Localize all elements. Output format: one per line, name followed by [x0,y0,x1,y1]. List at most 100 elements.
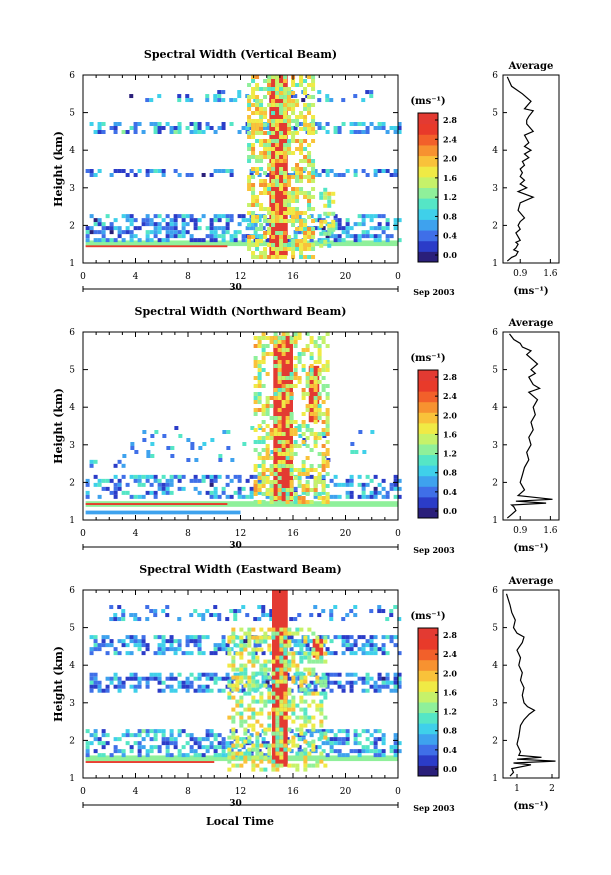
heatmap-cell [251,255,256,259]
heatmap-cell [201,238,206,243]
heatmap-cell [377,672,382,677]
heatmap-cell [97,647,102,652]
heatmap-cell [253,344,258,348]
heatmap-cell [250,426,255,430]
heatmap-cell [295,243,300,247]
heatmap-cell [259,627,264,632]
heatmap-cell [161,737,166,742]
heatmap-cell [109,222,114,227]
heatmap-cell [321,432,326,436]
colorbar-swatch [418,230,438,242]
heatmap-cell [305,492,310,496]
heatmap-cell [247,235,252,239]
heatmap-cell [169,639,174,644]
heatmap-cell [209,494,214,499]
heatmap-cell [239,715,244,720]
heatmap-cell [253,230,258,235]
heatmap-cell [141,729,146,734]
heatmap-cell [393,222,398,227]
heatmap-cell [293,420,298,424]
heatmap-cell [303,195,308,199]
heatmap-cell [269,617,274,622]
heatmap-cell [255,127,260,131]
heatmap-cell [241,214,246,219]
heatmap-cell [321,400,326,404]
heatmap-cell [205,688,210,693]
heatmap-cell [231,639,236,644]
heatmap-cell [93,238,98,243]
heatmap-cell [291,739,296,744]
heatmap-cell [393,688,398,693]
heatmap-cell [377,122,382,126]
heatmap-cell [149,737,154,742]
heatmap-cell [279,151,284,155]
heatmap-cell [293,500,298,504]
heatmap-cell [189,234,194,239]
heatmap-cell [229,749,234,754]
heatmap-cell [311,163,316,167]
heatmap-cell [365,234,370,239]
heatmap-cell [283,111,288,115]
heatmap-cell [275,175,280,179]
heatmap-cell [349,672,354,677]
heatmap-cell [265,494,270,499]
heatmap-cell [255,155,260,159]
heatmap-cell [349,122,354,126]
heatmap-cell [181,226,186,231]
heatmap-cell [365,130,370,134]
heatmap-cell [277,496,282,500]
heatmap-cell [317,122,322,126]
heatmap-cell [153,745,158,750]
heatmap-cell [157,94,162,99]
heatmap-cell [221,688,226,693]
heatmap-cell [323,651,328,656]
heatmap-cell [277,392,282,396]
heatmap-cell [323,639,328,644]
heatmap-cell [293,639,298,644]
heatmap-cell [369,684,374,689]
heatmap-cell [329,741,334,746]
heatmap-cell [257,214,262,219]
heatmap-cell [365,749,370,754]
heatmap-cell [279,627,284,632]
heatmap-cell [247,639,252,644]
heatmap-cell [105,486,110,491]
y-tick-label: 2 [69,478,75,488]
heatmap-cell [189,672,194,677]
heatmap-cell [165,753,170,758]
heatmap-cell [269,676,274,681]
heatmap-cell [89,459,94,464]
heatmap-cell [265,436,270,440]
heatmap-cell [253,428,258,432]
heatmap-cell [321,376,326,380]
heatmap-cell [251,203,256,207]
heatmap-cell [325,424,330,428]
heatmap-cell [287,703,292,708]
heatmap-cell [311,691,316,696]
heatmap-cell [193,688,198,693]
heatmap-cell [283,87,288,91]
heatmap-cell [337,672,342,677]
heatmap-cell [97,238,102,243]
heatmap-cell [247,107,252,111]
heatmap-cell [333,651,338,656]
heatmap-cell [275,211,280,215]
heatmap-cell [365,729,370,734]
heatmap-cell [209,173,214,177]
heatmap-cell [397,680,402,685]
heatmap-cell [377,490,382,495]
heatmap-cell [267,695,272,700]
heatmap-cell [295,715,300,720]
heatmap-cell [251,95,256,99]
heatmap-cell [319,711,324,716]
heatmap-cell [319,731,324,736]
heatmap-cell [329,613,334,618]
heatmap-cell [239,743,244,748]
heatmap-cell [305,404,310,408]
heatmap-cell [97,222,102,227]
heatmap-cell [277,500,282,504]
heatmap-cell [305,472,310,476]
heatmap-cell [289,452,294,456]
heatmap-cell [275,723,280,728]
heatmap-cell [255,635,260,640]
